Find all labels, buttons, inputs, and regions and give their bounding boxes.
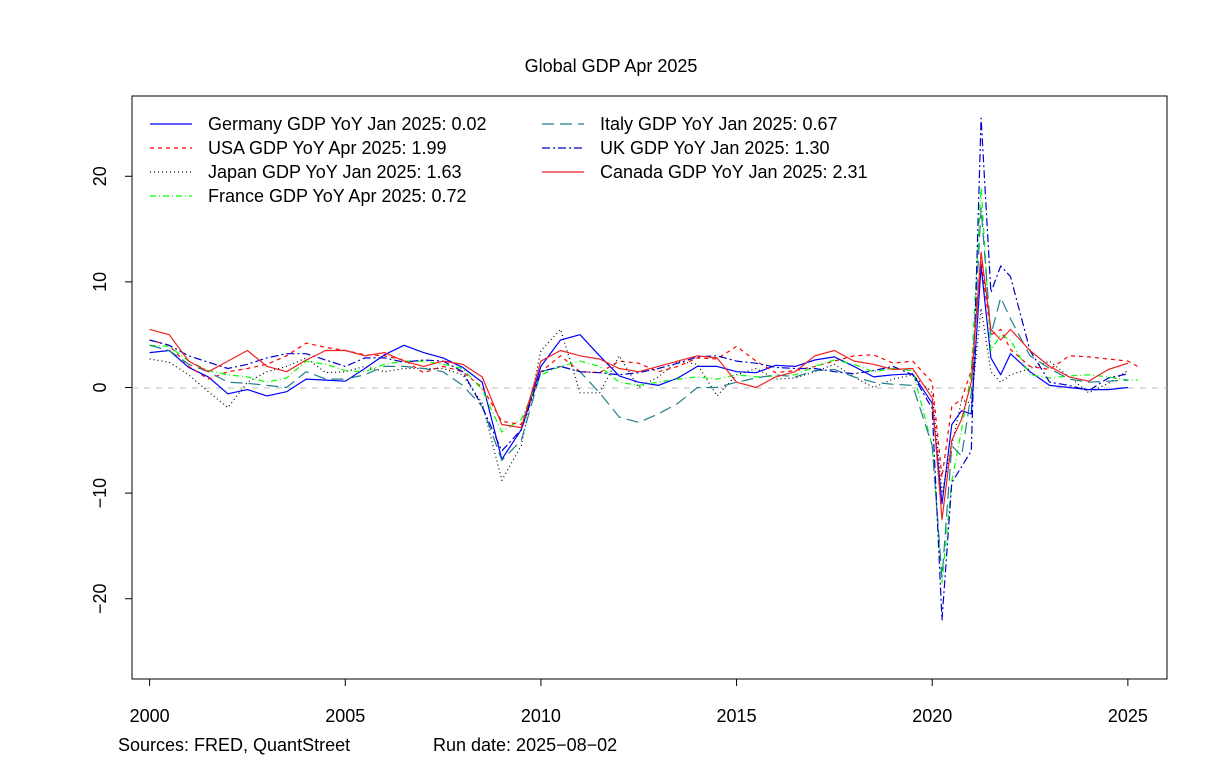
legend-label-6: UK GDP YoY Jan 2025: 1.30 — [600, 138, 830, 158]
x-tick-label: 2005 — [325, 706, 365, 726]
legend-label-5: Italy GDP YoY Jan 2025: 0.67 — [600, 114, 838, 134]
series-line-1 — [149, 265, 1128, 505]
legend-label-1: Germany GDP YoY Jan 2025: 0.02 — [208, 114, 487, 134]
x-tick-label: 2000 — [130, 706, 170, 726]
series-line-5 — [149, 207, 1128, 579]
y-tick-label: 20 — [90, 166, 110, 186]
x-tick-label: 2020 — [912, 706, 952, 726]
y-axis: 20 10 0 −10 −20 — [90, 166, 132, 614]
footer-sources: Sources: FRED, QuantStreet — [118, 735, 351, 755]
legend-label-2: USA GDP YoY Apr 2025: 1.99 — [208, 138, 447, 158]
series-line-3 — [149, 307, 1129, 494]
series-layer — [149, 117, 1138, 621]
legend-label-3: Japan GDP YoY Jan 2025: 1.63 — [208, 162, 462, 182]
legend-label-4: France GDP YoY Apr 2025: 0.72 — [208, 186, 467, 206]
series-line-7 — [149, 251, 1129, 521]
y-tick-label: −20 — [90, 583, 110, 614]
chart-title: Global GDP Apr 2025 — [525, 56, 698, 76]
x-tick-label: 2010 — [521, 706, 561, 726]
series-line-4 — [149, 186, 1138, 584]
legend: Germany GDP YoY Jan 2025: 0.02 USA GDP Yo… — [150, 114, 868, 206]
y-tick-label: −10 — [90, 478, 110, 509]
legend-label-7: Canada GDP YoY Jan 2025: 2.31 — [600, 162, 868, 182]
y-tick-label: 10 — [90, 272, 110, 292]
footer-run-date: Run date: 2025−08−02 — [433, 735, 618, 755]
y-tick-label: 0 — [90, 382, 110, 392]
x-tick-label: 2015 — [717, 706, 757, 726]
series-line-6 — [149, 117, 1129, 621]
x-tick-label: 2025 — [1108, 706, 1148, 726]
x-axis: 2000 2005 2010 2015 2020 2025 — [130, 678, 1148, 726]
